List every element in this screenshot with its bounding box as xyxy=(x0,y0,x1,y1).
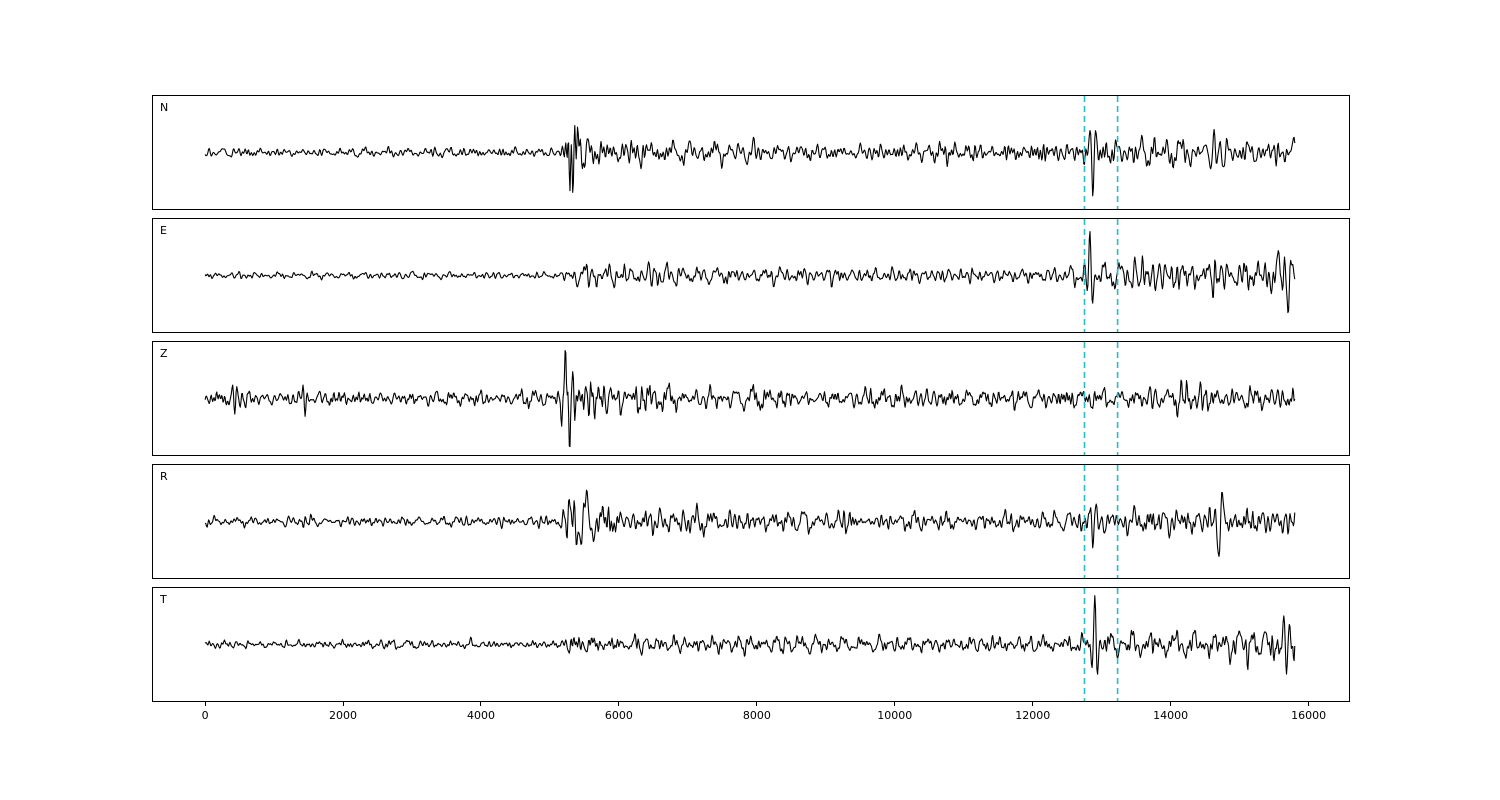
waveform-trace xyxy=(204,125,1296,197)
x-tick-label: 4000 xyxy=(466,709,495,722)
waveform-trace xyxy=(204,489,1296,557)
panel-T: T xyxy=(152,587,1350,706)
x-tick-label: 2000 xyxy=(329,709,358,722)
component-label: T xyxy=(159,593,167,606)
x-tick-label: 14000 xyxy=(1153,709,1189,722)
panel-canvas: Z xyxy=(152,341,1350,456)
x-tick-mark xyxy=(1032,702,1034,706)
x-tick-mark xyxy=(894,702,896,706)
x-tick-mark xyxy=(756,702,758,706)
panel-frame xyxy=(152,464,1350,579)
panel-canvas: E xyxy=(152,218,1350,333)
x-tick-mark xyxy=(618,702,620,706)
component-label: Z xyxy=(160,347,168,360)
panel-N: N xyxy=(152,95,1350,214)
panel-frame xyxy=(152,95,1350,210)
x-tick-label: 6000 xyxy=(604,709,633,722)
component-label: E xyxy=(160,224,167,237)
x-tick-mark xyxy=(1170,702,1172,706)
panel-Z: Z xyxy=(152,341,1350,460)
x-tick-mark xyxy=(204,702,206,706)
panel-frame xyxy=(152,587,1350,702)
x-tick-label: 8000 xyxy=(742,709,771,722)
panel-R: R xyxy=(152,464,1350,583)
panel-frame xyxy=(152,341,1350,456)
x-tick-label: 0 xyxy=(201,709,209,722)
panel-E: E xyxy=(152,218,1350,337)
component-label: N xyxy=(160,101,168,114)
panel-canvas: T xyxy=(152,587,1350,702)
x-tick-label: 12000 xyxy=(1015,709,1051,722)
waveform-trace xyxy=(204,349,1296,448)
panel-canvas: R xyxy=(152,464,1350,579)
x-tick-mark xyxy=(480,702,482,706)
panel-canvas: N xyxy=(152,95,1350,210)
x-tick-mark xyxy=(342,702,344,706)
x-tick-mark xyxy=(1308,702,1310,706)
x-tick-label: 10000 xyxy=(877,709,913,722)
component-label: R xyxy=(160,470,168,483)
waveform-trace xyxy=(204,230,1296,314)
x-tick-label: 16000 xyxy=(1291,709,1327,722)
panel-frame xyxy=(152,218,1350,333)
waveform-trace xyxy=(204,595,1296,675)
